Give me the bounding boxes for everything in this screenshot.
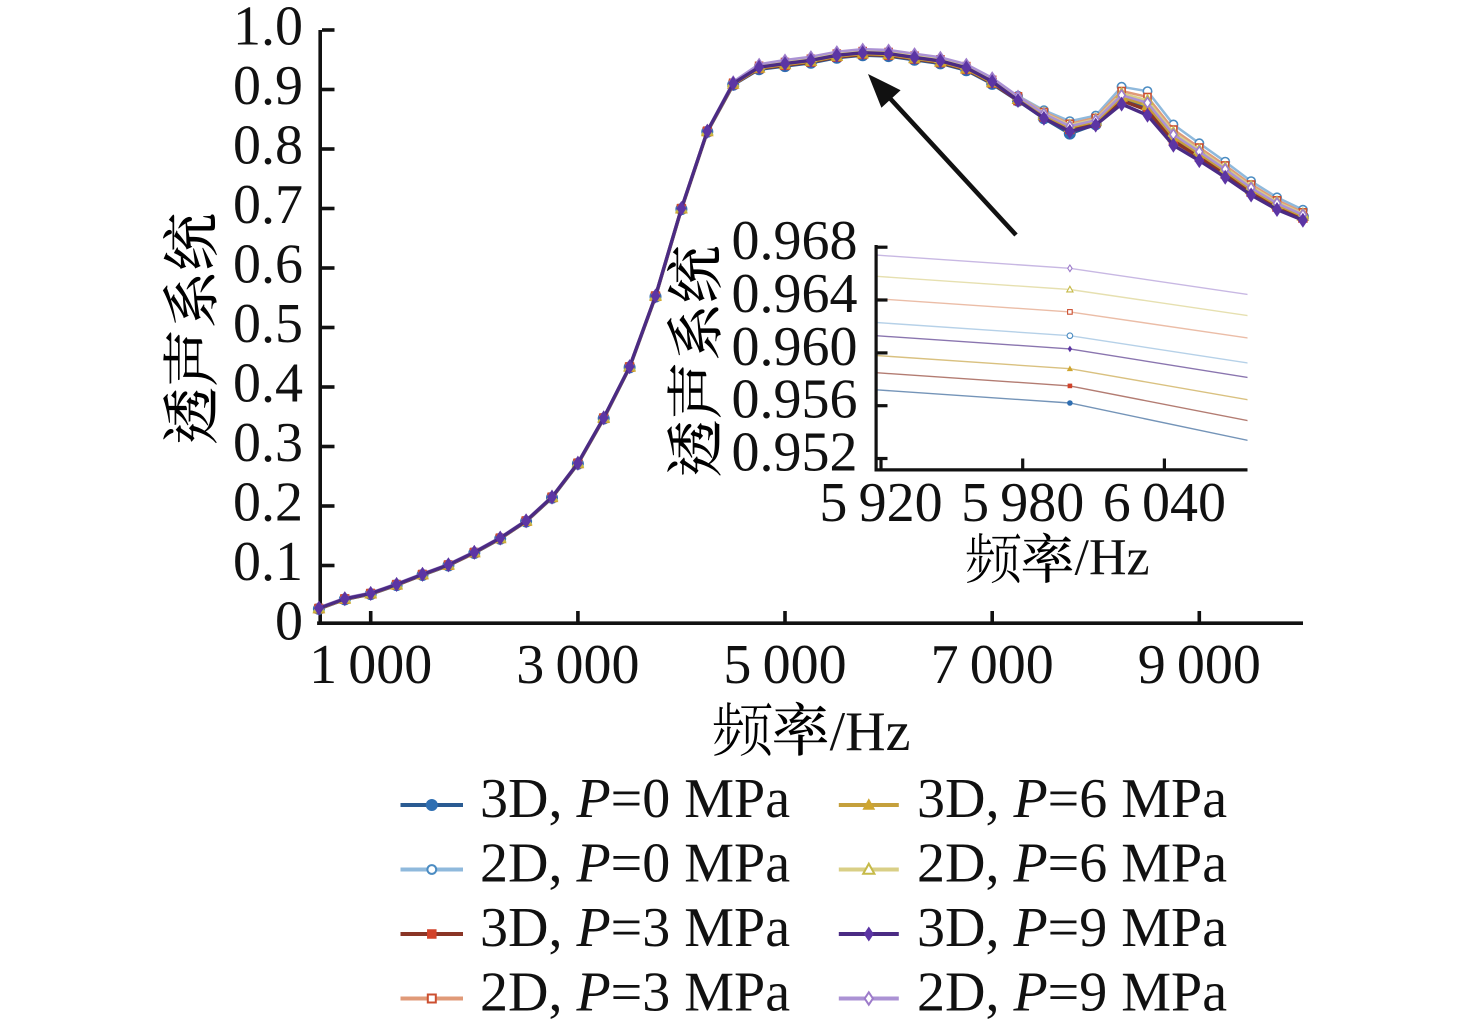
svg-text:0.2: 0.2	[233, 472, 303, 534]
svg-text:5 000: 5 000	[723, 634, 846, 696]
svg-text:0.956: 0.956	[732, 369, 858, 431]
svg-text:3D, P=9 MPa: 3D, P=9 MPa	[917, 897, 1227, 959]
svg-text:0: 0	[275, 591, 303, 653]
svg-text:2D, P=9 MPa: 2D, P=9 MPa	[917, 962, 1227, 1024]
svg-text:5 980: 5 980	[961, 472, 1084, 534]
svg-text:7 000: 7 000	[931, 634, 1054, 696]
svg-text:5 920: 5 920	[819, 472, 942, 534]
svg-text:0.3: 0.3	[233, 412, 303, 474]
svg-text:2D, P=0 MPa: 2D, P=0 MPa	[480, 833, 790, 895]
svg-text:0.968: 0.968	[732, 210, 858, 272]
svg-text:3D, P=6 MPa: 3D, P=6 MPa	[917, 768, 1227, 830]
svg-text:3 000: 3 000	[516, 634, 639, 696]
svg-text:/Hz: /Hz	[1075, 530, 1150, 587]
svg-text:1.0: 1.0	[233, 0, 303, 58]
svg-text:0.9: 0.9	[233, 55, 303, 117]
svg-text:0.4: 0.4	[233, 353, 303, 415]
svg-text:0.960: 0.960	[732, 316, 858, 378]
svg-text:3D, P=3 MPa: 3D, P=3 MPa	[480, 897, 790, 959]
svg-text:0.8: 0.8	[233, 115, 303, 177]
svg-text:6 040: 6 040	[1103, 472, 1226, 534]
svg-text:0.7: 0.7	[233, 174, 303, 236]
svg-text:0.6: 0.6	[233, 234, 303, 296]
svg-text:9 000: 9 000	[1138, 634, 1261, 696]
svg-text:0.5: 0.5	[233, 293, 303, 355]
svg-text:/Hz: /Hz	[830, 701, 911, 763]
svg-text:0.952: 0.952	[732, 422, 858, 484]
svg-text:0.964: 0.964	[732, 263, 858, 325]
svg-text:2D, P=3 MPa: 2D, P=3 MPa	[480, 962, 790, 1024]
svg-text:2D, P=6 MPa: 2D, P=6 MPa	[917, 833, 1227, 895]
svg-text:3D, P=0 MPa: 3D, P=0 MPa	[480, 768, 790, 830]
svg-text:1 000: 1 000	[309, 634, 432, 696]
svg-text:0.1: 0.1	[233, 531, 303, 593]
